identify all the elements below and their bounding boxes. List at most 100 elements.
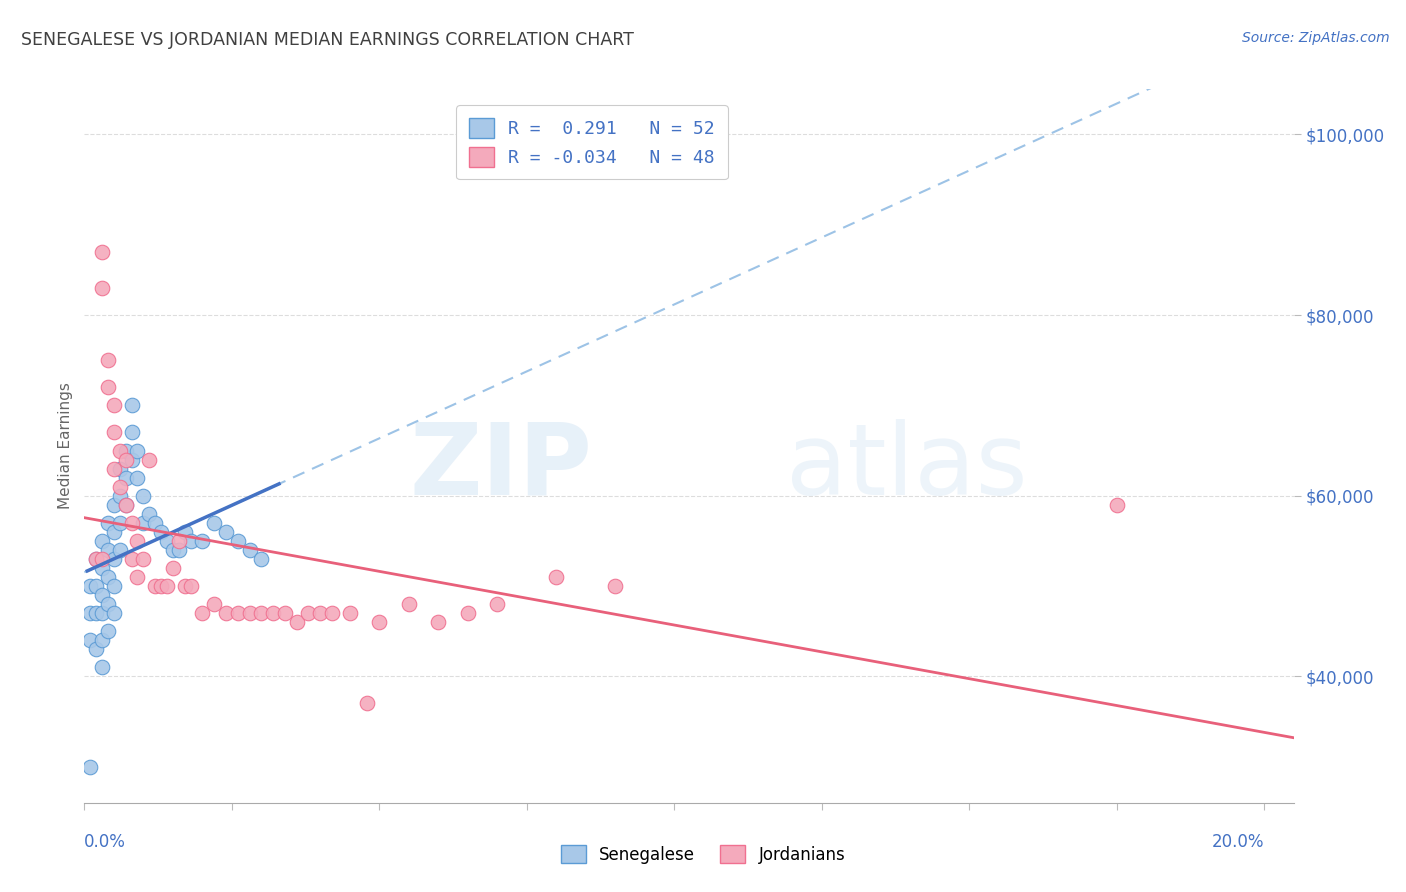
Point — [297, 606, 319, 620]
Point — [97, 570, 120, 584]
Text: 0.0%: 0.0% — [84, 833, 127, 851]
Point — [91, 633, 114, 648]
Point — [97, 516, 120, 530]
Point — [97, 624, 120, 639]
Point — [121, 425, 143, 440]
Text: ZIP: ZIP — [409, 419, 592, 516]
Point — [114, 452, 136, 467]
Point — [250, 552, 273, 566]
Point — [180, 579, 202, 593]
Point — [127, 443, 149, 458]
Point — [226, 606, 249, 620]
Point — [114, 498, 136, 512]
Point — [356, 697, 378, 711]
Point — [108, 489, 131, 503]
Point — [150, 579, 173, 593]
Point — [127, 470, 149, 484]
Point — [103, 524, 125, 539]
Point — [91, 588, 114, 602]
Point — [84, 642, 107, 657]
Point — [191, 606, 214, 620]
Point — [309, 606, 332, 620]
Point — [486, 597, 509, 611]
Point — [132, 516, 155, 530]
Point — [143, 579, 166, 593]
Point — [84, 606, 107, 620]
Point — [97, 542, 120, 557]
Point — [339, 606, 361, 620]
Point — [79, 606, 101, 620]
Point — [103, 398, 125, 412]
Point — [127, 533, 149, 548]
Point — [202, 516, 225, 530]
Text: SENEGALESE VS JORDANIAN MEDIAN EARNINGS CORRELATION CHART: SENEGALESE VS JORDANIAN MEDIAN EARNINGS … — [21, 31, 634, 49]
Point — [103, 461, 125, 475]
Point — [546, 570, 568, 584]
Point — [114, 443, 136, 458]
Point — [79, 579, 101, 593]
Legend: Senegalese, Jordanians: Senegalese, Jordanians — [554, 838, 852, 871]
Point — [1105, 498, 1128, 512]
Point — [103, 606, 125, 620]
Point — [156, 533, 179, 548]
Point — [274, 606, 297, 620]
Point — [108, 480, 131, 494]
Point — [103, 552, 125, 566]
Point — [167, 542, 190, 557]
Point — [132, 552, 155, 566]
Point — [127, 570, 149, 584]
Point — [91, 552, 114, 566]
Point — [84, 579, 107, 593]
Point — [162, 561, 184, 575]
Point — [156, 579, 179, 593]
Point — [91, 533, 114, 548]
Point — [238, 606, 260, 620]
Point — [262, 606, 284, 620]
Point — [79, 759, 101, 773]
Point — [605, 579, 627, 593]
Point — [114, 470, 136, 484]
Point — [91, 660, 114, 674]
Point — [108, 461, 131, 475]
Point — [202, 597, 225, 611]
Point — [285, 615, 308, 629]
Point — [114, 498, 136, 512]
Point — [173, 524, 195, 539]
Point — [108, 542, 131, 557]
Point — [84, 552, 107, 566]
Point — [398, 597, 420, 611]
Point — [226, 533, 249, 548]
Point — [103, 425, 125, 440]
Point — [321, 606, 343, 620]
Point — [138, 452, 160, 467]
Point — [457, 606, 479, 620]
Point — [238, 542, 260, 557]
Point — [167, 533, 190, 548]
Point — [91, 244, 114, 259]
Point — [121, 452, 143, 467]
Text: 20.0%: 20.0% — [1212, 833, 1264, 851]
Point — [121, 552, 143, 566]
Point — [121, 516, 143, 530]
Point — [427, 615, 450, 629]
Point — [162, 542, 184, 557]
Point — [103, 498, 125, 512]
Legend: R =  0.291   N = 52, R = -0.034   N = 48: R = 0.291 N = 52, R = -0.034 N = 48 — [456, 105, 728, 179]
Point — [180, 533, 202, 548]
Point — [150, 524, 173, 539]
Point — [91, 281, 114, 295]
Point — [121, 398, 143, 412]
Point — [108, 443, 131, 458]
Point — [368, 615, 391, 629]
Point — [79, 633, 101, 648]
Point — [91, 561, 114, 575]
Point — [173, 579, 195, 593]
Point — [97, 380, 120, 394]
Text: Source: ZipAtlas.com: Source: ZipAtlas.com — [1241, 31, 1389, 45]
Point — [215, 606, 238, 620]
Y-axis label: Median Earnings: Median Earnings — [58, 383, 73, 509]
Point — [191, 533, 214, 548]
Text: atlas: atlas — [786, 419, 1028, 516]
Point — [84, 552, 107, 566]
Point — [250, 606, 273, 620]
